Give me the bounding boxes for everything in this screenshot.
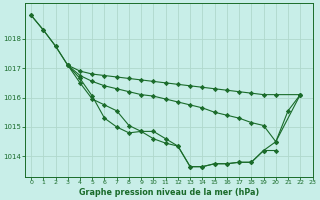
X-axis label: Graphe pression niveau de la mer (hPa): Graphe pression niveau de la mer (hPa) bbox=[79, 188, 259, 197]
